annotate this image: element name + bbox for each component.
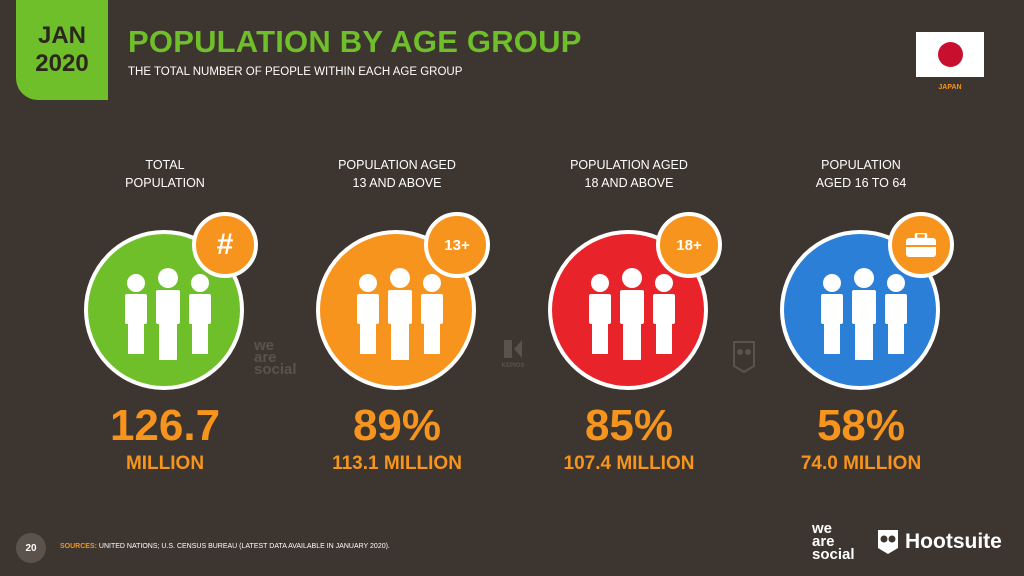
briefcase-icon	[888, 212, 954, 278]
stat-subvalue: 113.1 MILLION	[332, 453, 462, 474]
stat-value: 126.7	[109, 401, 221, 450]
hash-icon: #	[192, 212, 258, 278]
stat-label: TOTAL POPULATION	[125, 158, 205, 190]
we-are-social-watermark: we are social	[254, 337, 297, 378]
stat-label: POPULATION AGED 18 AND ABOVE	[570, 158, 688, 190]
sources-note: SOURCES: UNITED NATIONS; U.S. CENSUS BUR…	[60, 543, 390, 550]
hootsuite-owl-icon	[878, 530, 898, 554]
stat-value: 89%	[352, 401, 442, 450]
age-18-plus-badge: 18+	[656, 212, 722, 278]
stat-subvalue: MILLION	[125, 453, 205, 474]
stat-subvalue: 107.4 MILLION	[563, 453, 695, 474]
stat-total-population: TOTAL POPULATION # 126.7 MILLION	[50, 156, 280, 474]
people-icon	[125, 268, 211, 360]
stat-aged-18-plus: POPULATION AGED 18 AND ABOVE 18+ 85% 107…	[514, 156, 744, 474]
page-title: POPULATION BY AGE GROUP	[128, 24, 582, 59]
country-label: JAPAN	[938, 84, 962, 91]
people-icon	[589, 268, 675, 360]
we-are-social-logo: we are social	[812, 520, 855, 563]
people-icon	[357, 268, 443, 360]
kepios-logo-icon	[504, 340, 522, 358]
hootsuite-logo: Hootsuite	[876, 528, 1002, 556]
date-year: 2020	[35, 50, 89, 77]
page-number: 20	[16, 533, 46, 563]
stat-aged-16-to-64: POPULATION AGED 16 TO 64 58% 74.0 MILLIO…	[746, 156, 976, 474]
japan-flag-icon	[916, 32, 984, 77]
stat-label: POPULATION AGED 16 TO 64	[815, 158, 907, 190]
date-badge: JAN 2020	[16, 0, 108, 100]
stat-label: POPULATION AGED 13 AND ABOVE	[338, 158, 456, 190]
hootsuite-owl-watermark	[732, 340, 756, 376]
age-13-plus-badge: 13+	[424, 212, 490, 278]
date-month: JAN	[37, 22, 86, 49]
people-icon	[821, 268, 907, 360]
kepios-watermark: KEPIOS	[496, 338, 530, 370]
stat-subvalue: 74.0 MILLION	[800, 453, 922, 474]
stat-value: 58%	[816, 401, 906, 450]
stat-value: 85%	[584, 401, 674, 450]
stat-aged-13-plus: POPULATION AGED 13 AND ABOVE 13+ 89% 113…	[282, 156, 512, 474]
page-subtitle: THE TOTAL NUMBER OF PEOPLE WITHIN EACH A…	[128, 66, 463, 78]
